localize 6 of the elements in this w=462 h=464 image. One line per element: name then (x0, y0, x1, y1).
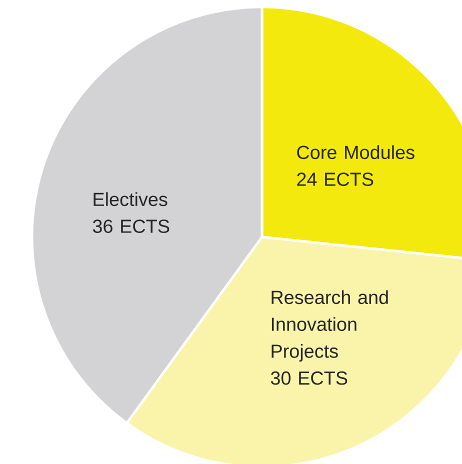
data-label: 24 ECTS (297, 172, 374, 186)
data-label: 30 ECTS (270, 371, 348, 385)
slice-label: Electives (94, 192, 168, 206)
slice-label: Core Modules (297, 145, 414, 160)
data-label: 36 ECTS (92, 220, 170, 233)
slice-label: Research and Innovation Projects (272, 290, 388, 362)
